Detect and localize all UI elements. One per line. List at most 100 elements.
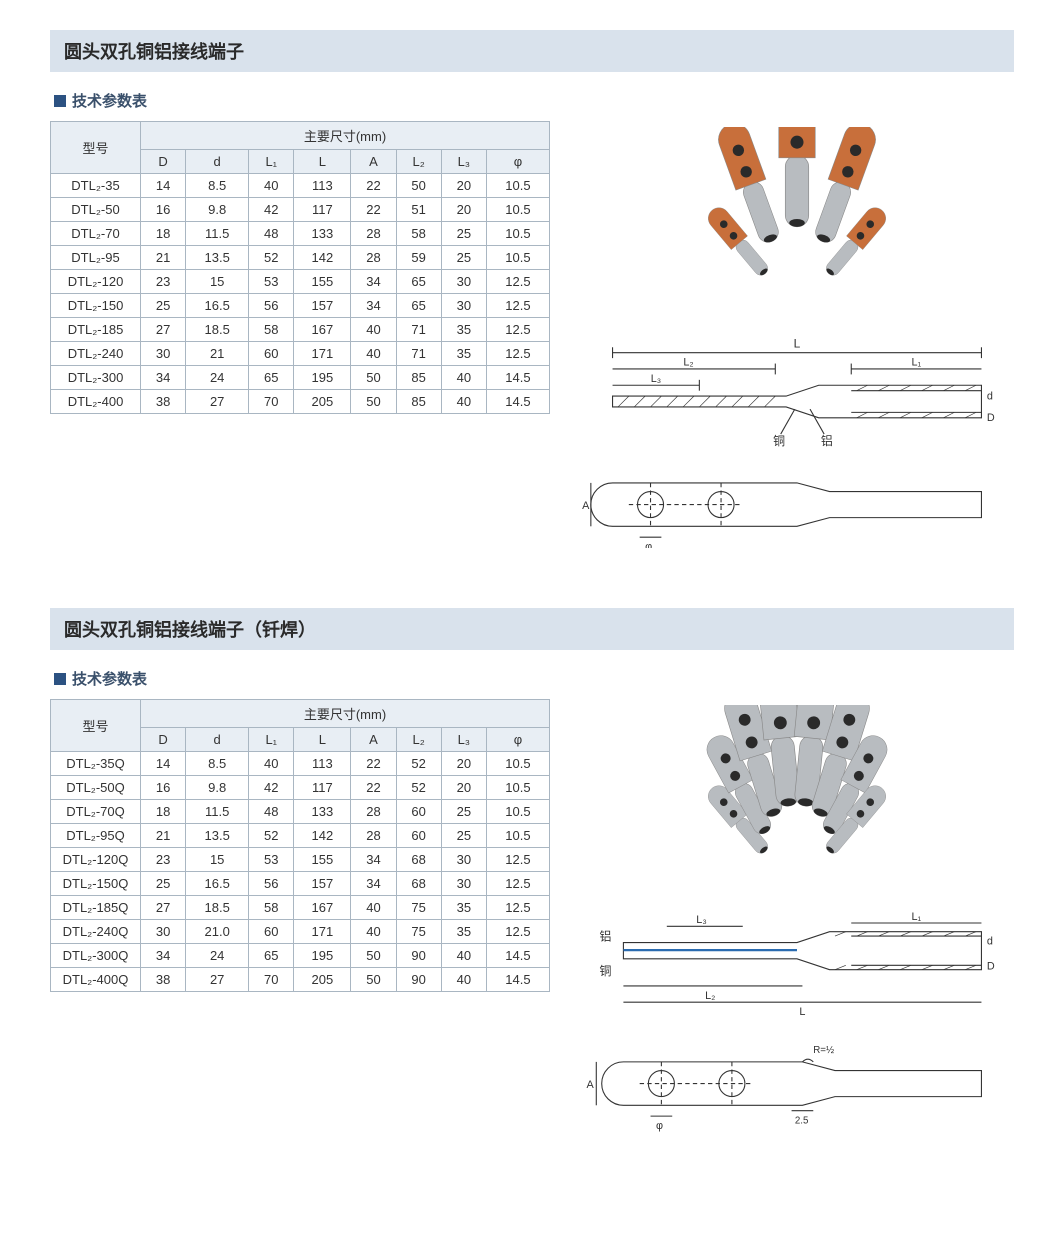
cell-model: DTL₂-35 xyxy=(51,174,141,198)
cell-value: 58 xyxy=(396,222,441,246)
cell-value: 38 xyxy=(141,968,186,992)
product-image-2 xyxy=(580,705,1014,889)
svg-text:铝: 铝 xyxy=(821,434,833,448)
cell-value: 21 xyxy=(186,342,249,366)
col-phi: φ xyxy=(486,728,549,752)
svg-text:R=½: R=½ xyxy=(813,1045,834,1056)
cell-value: 58 xyxy=(249,896,294,920)
cell-value: 167 xyxy=(294,896,351,920)
svg-text:D: D xyxy=(987,412,995,424)
cell-value: 20 xyxy=(441,752,486,776)
cell-value: 12.5 xyxy=(486,342,549,366)
cell-value: 60 xyxy=(396,824,441,848)
diagram-wrap-2: 铝 铜 L₃ L₁ d D L₂ L xyxy=(580,699,1014,1148)
cell-value: 60 xyxy=(249,342,294,366)
cell-value: 25 xyxy=(141,294,186,318)
cell-value: 10.5 xyxy=(486,776,549,800)
cell-value: 34 xyxy=(351,848,396,872)
cell-value: 16.5 xyxy=(186,872,249,896)
table-row: DTL₂-50Q169.84211722522010.5 xyxy=(51,776,550,800)
svg-text:A: A xyxy=(582,500,590,512)
cell-value: 155 xyxy=(294,270,351,294)
table-row: DTL₂-952113.55214228592510.5 xyxy=(51,246,550,270)
table-row: DTL₂-24030216017140713512.5 xyxy=(51,342,550,366)
svg-text:铝: 铝 xyxy=(600,929,612,943)
table-row: DTL₂-35Q148.54011322522010.5 xyxy=(51,752,550,776)
cell-value: 12.5 xyxy=(486,294,549,318)
cell-value: 34 xyxy=(141,366,186,390)
cell-value: 40 xyxy=(441,390,486,414)
cell-value: 56 xyxy=(249,294,294,318)
cell-value: 40 xyxy=(441,366,486,390)
cell-value: 40 xyxy=(351,920,396,944)
cell-value: 28 xyxy=(351,824,396,848)
cell-value: 12.5 xyxy=(486,872,549,896)
cell-value: 133 xyxy=(294,222,351,246)
cell-value: 51 xyxy=(396,198,441,222)
cell-value: 60 xyxy=(396,800,441,824)
col-A: A xyxy=(351,728,396,752)
cell-value: 16.5 xyxy=(186,294,249,318)
cell-value: 8.5 xyxy=(186,752,249,776)
cell-value: 23 xyxy=(141,848,186,872)
cell-value: 34 xyxy=(351,270,396,294)
cell-value: 34 xyxy=(351,294,396,318)
cell-value: 10.5 xyxy=(486,198,549,222)
cell-value: 90 xyxy=(396,944,441,968)
svg-text:L₁: L₁ xyxy=(911,357,921,369)
table-row: DTL₂-35148.54011322502010.5 xyxy=(51,174,550,198)
cell-value: 50 xyxy=(351,366,396,390)
col-D: D xyxy=(141,728,186,752)
cell-value: 75 xyxy=(396,920,441,944)
cell-value: 75 xyxy=(396,896,441,920)
col-d: d xyxy=(186,728,249,752)
cell-value: 12.5 xyxy=(486,896,549,920)
cell-value: 9.8 xyxy=(186,776,249,800)
cell-value: 27 xyxy=(141,896,186,920)
cell-value: 167 xyxy=(294,318,351,342)
cell-value: 53 xyxy=(249,270,294,294)
col-L: L xyxy=(294,150,351,174)
cell-value: 16 xyxy=(141,776,186,800)
cell-value: 90 xyxy=(396,968,441,992)
cell-model: DTL₂-240 xyxy=(51,342,141,366)
col-L: L xyxy=(294,728,351,752)
cell-value: 10.5 xyxy=(486,222,549,246)
col-model: 型号 xyxy=(51,122,141,174)
svg-text:L₂: L₂ xyxy=(705,990,715,1002)
cell-value: 113 xyxy=(294,752,351,776)
cell-value: 25 xyxy=(441,222,486,246)
cell-model: DTL₂-300Q xyxy=(51,944,141,968)
cell-value: 50 xyxy=(351,390,396,414)
cell-value: 18.5 xyxy=(186,896,249,920)
cell-value: 30 xyxy=(441,872,486,896)
col-d: d xyxy=(186,150,249,174)
cell-value: 40 xyxy=(249,752,294,776)
cell-value: 205 xyxy=(294,968,351,992)
svg-text:d: d xyxy=(987,391,993,403)
col-group-dims: 主要尺寸(mm) xyxy=(141,122,550,150)
cell-value: 16 xyxy=(141,198,186,222)
subtitle-text: 技术参数表 xyxy=(72,668,147,689)
spec-subtitle: 技术参数表 xyxy=(54,90,1014,111)
cell-value: 71 xyxy=(396,318,441,342)
cell-value: 18 xyxy=(141,222,186,246)
cell-value: 12.5 xyxy=(486,920,549,944)
table-row: DTL₂-12023155315534653012.5 xyxy=(51,270,550,294)
cell-value: 50 xyxy=(351,944,396,968)
cell-value: 10.5 xyxy=(486,752,549,776)
cell-value: 53 xyxy=(249,848,294,872)
cell-value: 142 xyxy=(294,246,351,270)
cell-value: 8.5 xyxy=(186,174,249,198)
technical-drawing-1: L L₂ L₁ L₃ xyxy=(580,331,1014,548)
cell-value: 133 xyxy=(294,800,351,824)
cell-model: DTL₂-300 xyxy=(51,366,141,390)
cell-value: 25 xyxy=(141,872,186,896)
cell-value: 25 xyxy=(441,246,486,270)
cell-value: 28 xyxy=(351,222,396,246)
cell-model: DTL₂-185 xyxy=(51,318,141,342)
cell-value: 113 xyxy=(294,174,351,198)
table-row: DTL₂-701811.54813328582510.5 xyxy=(51,222,550,246)
cell-value: 22 xyxy=(351,174,396,198)
subtitle-text: 技术参数表 xyxy=(72,90,147,111)
